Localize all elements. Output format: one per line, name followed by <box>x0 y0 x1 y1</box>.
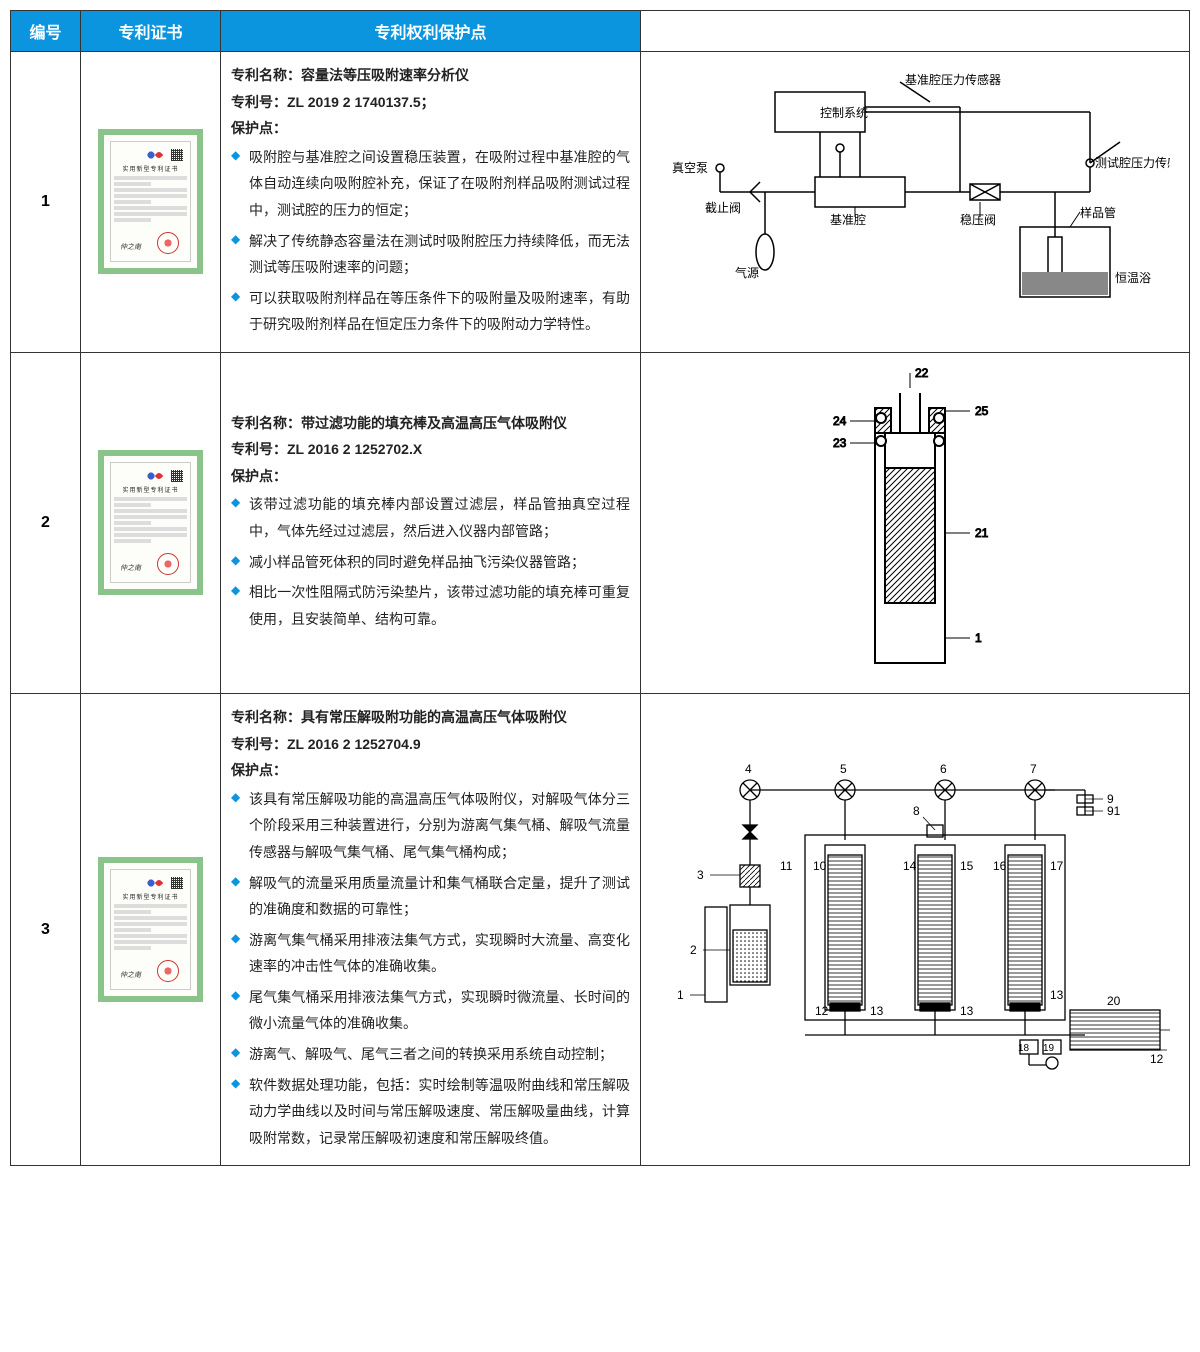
svg-text:6: 6 <box>940 762 947 776</box>
table-row: 2 实用新型专利证书 仲之南 专利名称：带过滤功能的填充棒及高温高压气体吸附仪 … <box>11 352 1190 693</box>
svg-text:23: 23 <box>833 436 847 450</box>
number-label: 专利号： <box>231 94 287 110</box>
svg-text:5: 5 <box>840 762 847 776</box>
svg-text:12: 12 <box>1150 1052 1164 1066</box>
svg-text:13: 13 <box>960 1004 974 1018</box>
svg-text:气源: 气源 <box>735 265 759 280</box>
protection-point: 该具有常压解吸功能的高温高压气体吸附仪，对解吸气体分三个阶段采用三种装置进行，分… <box>231 786 630 866</box>
svg-text:真空泵: 真空泵 <box>672 161 708 175</box>
svg-text:截止阀: 截止阀 <box>705 201 741 215</box>
number-label: 专利号： <box>231 736 287 752</box>
svg-text:8: 8 <box>913 804 920 818</box>
svg-text:25: 25 <box>975 404 989 418</box>
certificate-cell: 实用新型专利证书 仲之南 <box>81 693 221 1166</box>
svg-text:20: 20 <box>1107 994 1121 1008</box>
protection-point: 游离气、解吸气、尾气三者之间的转换采用系统自动控制； <box>231 1041 630 1068</box>
protection-points-list: 吸附腔与基准腔之间设置稳压装置，在吸附过程中基准腔的气体自动连续向吸附腔补充，保… <box>231 144 630 338</box>
svg-text:基准腔: 基准腔 <box>830 212 866 227</box>
diagram-cell: 控制系统 基准腔压力传感器 测试腔压力传感器 真空泵 截止阀 气源 基准腔 稳压… <box>641 52 1190 353</box>
patent-table: 编号 专利证书 专利权利保护点 原理结构图/实物图 1 实用新型专利证书 仲之南… <box>10 10 1190 1166</box>
header-row: 编号 专利证书 专利权利保护点 原理结构图/实物图 <box>11 11 1190 52</box>
table-row: 1 实用新型专利证书 仲之南 专利名称：容量法等压吸附速率分析仪 专利号：ZL … <box>11 52 1190 353</box>
diagram-cell: 22 25 24 23 21 1 <box>641 352 1190 693</box>
protection-point: 该带过滤功能的填充棒内部设置过滤层，样品管抽真空过程中，气体先经过过滤层，然后进… <box>231 491 630 544</box>
svg-text:14: 14 <box>903 859 917 873</box>
svg-text:1: 1 <box>677 988 684 1002</box>
svg-text:恒温浴: 恒温浴 <box>1115 271 1151 285</box>
svg-text:稳压阀: 稳压阀 <box>960 212 996 227</box>
protect-label: 保护点： <box>231 120 287 136</box>
svg-text:控制系统: 控制系统 <box>820 106 868 120</box>
patent-number: ZL 2019 2 1740137.5； <box>287 94 435 110</box>
protection-points-list: 该带过滤功能的填充棒内部设置过滤层，样品管抽真空过程中，气体先经过过滤层，然后进… <box>231 491 630 632</box>
svg-text:12: 12 <box>815 1004 829 1018</box>
svg-text:4: 4 <box>745 762 752 776</box>
header-protect: 专利权利保护点 <box>221 11 641 52</box>
protection-points-list: 该具有常压解吸功能的高温高压气体吸附仪，对解吸气体分三个阶段采用三种装置进行，分… <box>231 786 630 1152</box>
patent-name: 带过滤功能的填充棒及高温高压气体吸附仪 <box>301 415 567 431</box>
svg-text:样品管: 样品管 <box>1080 205 1116 220</box>
protection-cell: 专利名称：带过滤功能的填充棒及高温高压气体吸附仪 专利号：ZL 2016 2 1… <box>221 352 641 693</box>
table-row: 3 实用新型专利证书 仲之南 专利名称：具有常压解吸附功能的高温高压气体吸附仪 … <box>11 693 1190 1166</box>
svg-text:19: 19 <box>1043 1043 1055 1054</box>
svg-text:24: 24 <box>833 414 847 428</box>
row-number: 3 <box>11 693 81 1166</box>
svg-text:3: 3 <box>697 868 704 882</box>
protection-cell: 专利名称：具有常压解吸附功能的高温高压气体吸附仪 专利号：ZL 2016 2 1… <box>221 693 641 1166</box>
certificate-image: 实用新型专利证书 仲之南 <box>98 450 203 595</box>
svg-text:测试腔压力传感器: 测试腔压力传感器 <box>1095 155 1170 170</box>
protect-label: 保护点： <box>231 762 287 778</box>
patent-name: 具有常压解吸附功能的高温高压气体吸附仪 <box>301 709 567 725</box>
header-cert: 专利证书 <box>81 11 221 52</box>
protection-point: 游离气集气桶采用排液法集气方式，实现瞬时大流量、高变化速率的冲击性气体的准确收集… <box>231 927 630 980</box>
svg-text:7: 7 <box>1030 762 1037 776</box>
svg-text:13: 13 <box>870 1004 884 1018</box>
certificate-cell: 实用新型专利证书 仲之南 <box>81 52 221 353</box>
number-label: 专利号： <box>231 441 287 457</box>
name-label: 专利名称： <box>231 67 301 83</box>
row-number: 2 <box>11 352 81 693</box>
svg-text:10: 10 <box>813 859 827 873</box>
schematic-diagram-3: 4 5 6 7 9 91 8 3 2 1 10 1415 1617 12 13 … <box>655 755 1175 1105</box>
protection-point: 解决了传统静态容量法在测试时吸附腔压力持续降低，而无法测试等压吸附速率的问题； <box>231 228 630 281</box>
protection-point: 可以获取吸附剂样品在等压条件下的吸附量及吸附速率，有助于研究吸附剂样品在恒定压力… <box>231 285 630 338</box>
protection-point: 解吸气的流量采用质量流量计和集气桶联合定量，提升了测试的准确度和数据的可靠性； <box>231 870 630 923</box>
certificate-image: 实用新型专利证书 仲之南 <box>98 129 203 274</box>
protection-cell: 专利名称：容量法等压吸附速率分析仪 专利号：ZL 2019 2 1740137.… <box>221 52 641 353</box>
certificate-image: 实用新型专利证书 仲之南 <box>98 857 203 1002</box>
certificate-cell: 实用新型专利证书 仲之南 <box>81 352 221 693</box>
svg-text:17: 17 <box>1050 859 1064 873</box>
schematic-diagram-2: 22 25 24 23 21 1 <box>785 363 1045 683</box>
svg-text:基准腔压力传感器: 基准腔压力传感器 <box>905 72 1001 87</box>
protection-point: 减小样品管死体积的同时避免样品抽飞污染仪器管路； <box>231 549 630 576</box>
header-diagram: 原理结构图/实物图 <box>641 11 1190 52</box>
svg-text:15: 15 <box>960 859 974 873</box>
diagram-cell: 4 5 6 7 9 91 8 3 2 1 10 1415 1617 12 13 … <box>641 693 1190 1166</box>
svg-text:13: 13 <box>1050 988 1064 1002</box>
name-label: 专利名称： <box>231 709 301 725</box>
protect-label: 保护点： <box>231 468 287 484</box>
svg-text:22: 22 <box>915 366 929 380</box>
protection-point: 吸附腔与基准腔之间设置稳压装置，在吸附过程中基准腔的气体自动连续向吸附腔补充，保… <box>231 144 630 224</box>
svg-text:1: 1 <box>975 631 982 645</box>
row-number: 1 <box>11 52 81 353</box>
svg-text:2: 2 <box>690 943 697 957</box>
svg-text:21: 21 <box>975 526 989 540</box>
protection-point: 尾气集气桶采用排液法集气方式，实现瞬时微流量、长时间的微小流量气体的准确收集。 <box>231 984 630 1037</box>
protection-point: 相比一次性阻隔式防污染垫片，该带过滤功能的填充棒可重复使用，且安装简单、结构可靠… <box>231 579 630 632</box>
protection-point: 软件数据处理功能，包括：实时绘制等温吸附曲线和常压解吸动力学曲线以及时间与常压解… <box>231 1072 630 1152</box>
patent-number: ZL 2016 2 1252702.X <box>287 441 422 457</box>
header-num: 编号 <box>11 11 81 52</box>
svg-text:91: 91 <box>1107 804 1121 818</box>
svg-text:18: 18 <box>1018 1043 1030 1054</box>
patent-name: 容量法等压吸附速率分析仪 <box>301 67 469 83</box>
patent-number: ZL 2016 2 1252704.9 <box>287 736 421 752</box>
name-label: 专利名称： <box>231 415 301 431</box>
svg-text:11: 11 <box>780 859 793 873</box>
schematic-diagram-1: 控制系统 基准腔压力传感器 测试腔压力传感器 真空泵 截止阀 气源 基准腔 稳压… <box>660 72 1170 332</box>
svg-text:16: 16 <box>993 859 1007 873</box>
